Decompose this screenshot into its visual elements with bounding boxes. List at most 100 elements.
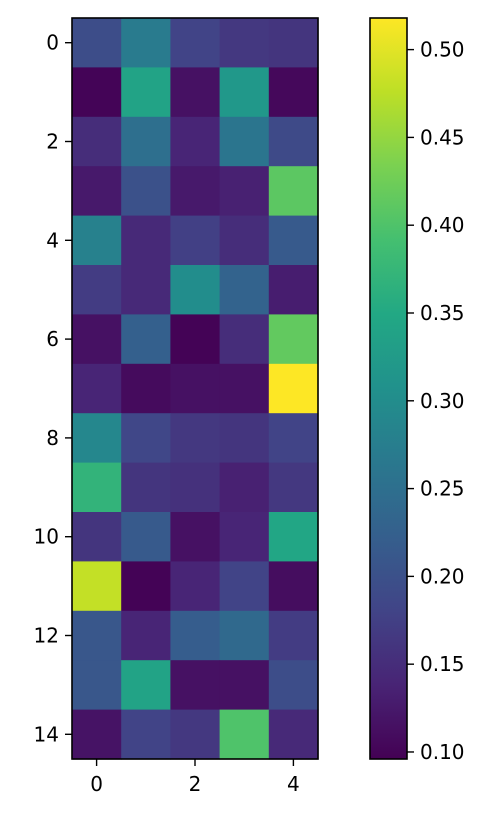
colorbar-tick-label: 0.10 <box>420 740 465 764</box>
heatmap-cell-r10-c4 <box>268 512 319 562</box>
heatmap-cell-r13-c2 <box>170 660 221 711</box>
heatmap-cell-r3-c3 <box>219 166 270 217</box>
heatmap-cell-r1-c3 <box>219 67 270 118</box>
heatmap-cell-r14-c2 <box>170 709 221 760</box>
heatmap-cell-r4-c1 <box>121 215 171 266</box>
heatmap-cells <box>72 18 319 760</box>
heatmap-cell-r1-c0 <box>72 67 122 118</box>
heatmap-cell-r5-c2 <box>170 265 221 315</box>
heatmap-cell-r7-c1 <box>121 363 171 414</box>
heatmap-cell-r6-c4 <box>268 314 319 365</box>
heatmap-cell-r3-c0 <box>72 166 122 217</box>
heatmap-cell-r3-c2 <box>170 166 221 217</box>
colorbar-tick-label: 0.35 <box>420 301 465 325</box>
y-axis: 0 2 4 6 8 10 12 14 <box>34 31 72 746</box>
colorbar-tick-label: 0.50 <box>420 38 465 62</box>
heatmap-cell-r10-c1 <box>121 512 171 562</box>
y-tick-label: 12 <box>34 624 59 648</box>
colorbar-tick-label: 0.25 <box>420 477 465 501</box>
heatmap-cell-r4-c3 <box>219 215 270 266</box>
heatmap-cell-r11-c2 <box>170 561 221 612</box>
colorbar-tick-label: 0.15 <box>420 652 465 676</box>
x-tick-label: 4 <box>287 772 300 796</box>
colorbar-tick-label: 0.45 <box>420 125 465 149</box>
heatmap-cell-r9-c1 <box>121 462 171 513</box>
heatmap-cell-r8-c2 <box>170 413 221 464</box>
heatmap-cell-r5-c1 <box>121 265 171 315</box>
heatmap-cell-r6-c2 <box>170 314 221 365</box>
heatmap-cell-r0-c1 <box>121 18 171 68</box>
colorbar-tick-label: 0.20 <box>420 564 465 588</box>
colorbar <box>370 18 407 759</box>
heatmap-cell-r6-c3 <box>219 314 270 365</box>
heatmap-cell-r5-c0 <box>72 265 122 315</box>
heatmap-cell-r14-c4 <box>268 709 319 760</box>
heatmap-cell-r2-c0 <box>72 116 122 167</box>
heatmap-cell-r12-c1 <box>121 610 171 661</box>
heatmap-cell-r5-c3 <box>219 265 270 315</box>
heatmap-cell-r1-c4 <box>268 67 319 118</box>
heatmap-cell-r8-c4 <box>268 413 319 464</box>
heatmap-cell-r0-c4 <box>268 18 319 68</box>
heatmap-cell-r0-c3 <box>219 18 270 68</box>
heatmap-cell-r13-c3 <box>219 660 270 711</box>
heatmap-cell-r9-c3 <box>219 462 270 513</box>
colorbar-frame <box>369 17 408 760</box>
x-axis: 0 2 4 <box>90 759 300 796</box>
heatmap-cell-r9-c4 <box>268 462 319 513</box>
y-tick-label: 10 <box>34 525 59 549</box>
heatmap-cell-r3-c1 <box>121 166 171 217</box>
heatmap-cell-r2-c1 <box>121 116 171 167</box>
heatmap-cell-r13-c4 <box>268 660 319 711</box>
heatmap-cell-r0-c2 <box>170 18 221 68</box>
heatmap-cell-r11-c3 <box>219 561 270 612</box>
heatmap-cell-r10-c0 <box>72 512 122 562</box>
heatmap-cell-r9-c2 <box>170 462 221 513</box>
heatmap-cell-r12-c3 <box>219 610 270 661</box>
heatmap-cell-r4-c0 <box>72 215 122 266</box>
heatmap-cell-r3-c4 <box>268 166 319 217</box>
x-tick-label: 0 <box>90 772 103 796</box>
heatmap-cell-r9-c0 <box>72 462 122 513</box>
y-tick-label: 8 <box>46 426 59 450</box>
y-tick-label: 6 <box>46 327 59 351</box>
heatmap-cell-r12-c4 <box>268 610 319 661</box>
heatmap-cell-r14-c1 <box>121 709 171 760</box>
colorbar-tick-label: 0.30 <box>420 389 465 413</box>
heatmap-cell-r10-c3 <box>219 512 270 562</box>
heatmap-cell-r8-c3 <box>219 413 270 464</box>
heatmap-cell-r4-c2 <box>170 215 221 266</box>
heatmap-cell-r10-c2 <box>170 512 221 562</box>
heatmap-cell-r2-c3 <box>219 116 270 167</box>
heatmap-cell-r12-c0 <box>72 610 122 661</box>
heatmap-cell-r12-c2 <box>170 610 221 661</box>
heatmap-cell-r5-c4 <box>268 265 319 315</box>
heatmap-cell-r4-c4 <box>268 215 319 266</box>
heatmap-cell-r7-c0 <box>72 363 122 414</box>
heatmap-cell-r0-c0 <box>72 18 122 68</box>
heatmap-cell-r14-c0 <box>72 709 122 760</box>
heatmap-cell-r2-c4 <box>268 116 319 167</box>
heatmap-cell-r13-c1 <box>121 660 171 711</box>
colorbar-tick-label: 0.40 <box>420 213 465 237</box>
heatmap-cell-r7-c2 <box>170 363 221 414</box>
heatmap-cell-r14-c3 <box>219 709 270 760</box>
heatmap-cell-r6-c1 <box>121 314 171 365</box>
heatmap-cell-r13-c0 <box>72 660 122 711</box>
heatmap-cell-r8-c0 <box>72 413 122 464</box>
colorbar-axis: 0.10 0.15 0.20 0.25 0.30 0.35 0.40 0.45 0.50 <box>407 38 465 764</box>
y-tick-label: 14 <box>34 722 59 746</box>
y-tick-label: 2 <box>46 130 59 154</box>
heatmap-cell-r7-c3 <box>219 363 270 414</box>
x-tick-label: 2 <box>189 772 202 796</box>
y-tick-label: 0 <box>46 31 59 55</box>
heatmap-cell-r11-c0 <box>72 561 122 612</box>
heatmap-cell-r2-c2 <box>170 116 221 167</box>
heatmap-cell-r1-c1 <box>121 67 171 118</box>
heatmap-cell-r6-c0 <box>72 314 122 365</box>
heatmap-cell-r11-c1 <box>121 561 171 612</box>
heatmap-cell-r11-c4 <box>268 561 319 612</box>
heatmap-cell-r1-c2 <box>170 67 221 118</box>
heatmap-cell-r8-c1 <box>121 413 171 464</box>
